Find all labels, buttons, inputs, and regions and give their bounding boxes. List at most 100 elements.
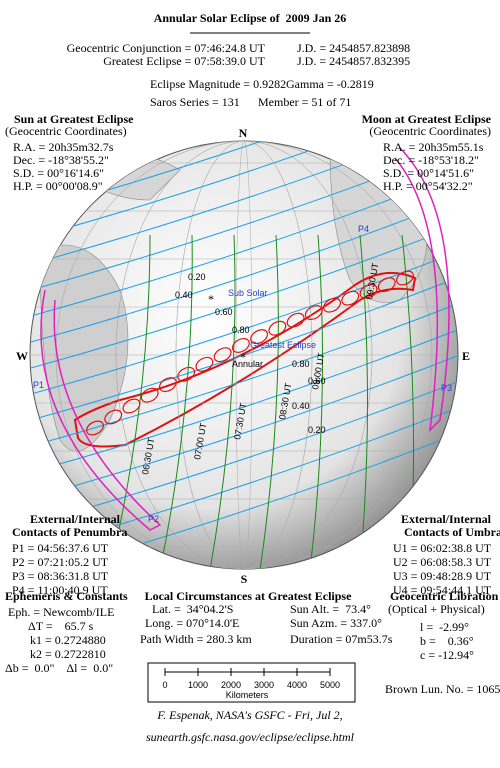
umbra-row: U1 = 06:02:38.8 UT [393,541,492,555]
penumbra-limit [40,289,162,531]
east: E [462,349,470,363]
north: N [239,126,248,140]
contour-label: 0.80 [232,325,250,335]
umbra-ellipse [396,270,414,286]
umbra-ellipse [323,297,342,313]
annular-label: Annular [232,359,263,369]
magnitude-line [359,234,368,569]
magnitude-line [159,234,193,569]
libration-row: l = -2.99° [420,620,469,634]
umbra-ellipse [177,366,196,382]
saros: Saros Series = 131 [150,95,240,109]
umbra-time-line [30,350,458,502]
ephemeris-row: Δb = 0.0" Δl = 0.0" [5,661,113,675]
local-row: Lat. = 34°04.2'S [152,602,233,616]
umbra-time-line [30,324,458,476]
greatest-jd: J.D. = 2454857.832395 [297,54,410,68]
umbra-subtitle: Contacts of Umbra [404,525,500,539]
umbra-row: U4 = 09:54:44.1 UT [393,583,492,597]
scale-tick-label: 1000 [188,680,208,690]
sun-row: H.P. = 00°00'08.9" [13,179,103,193]
moon-title: Moon at Greatest Eclipse [362,112,492,126]
magnitude-line [259,234,279,569]
penumbra-row: P1 = 04:56:37.6 UT [12,541,109,555]
umbra-ellipse [286,312,305,328]
moon-row: Dec. = -18°53'18.2" [383,153,479,167]
penumbra-row: P2 = 07:21:05.2 UT [12,555,109,569]
contour-label: 0.60 [308,376,326,386]
sun-subtitle: (Geocentric Coordinates) [5,124,127,138]
sun-row: Dec. = -18°38'55.2" [13,153,109,167]
local-row: Sun Azm. = 337.0° [290,616,382,630]
penumbra-row: P3 = 08:36:31.8 UT [12,569,109,583]
libration-title: Geocentric Libration [390,589,499,603]
umbra-time-line [30,141,458,242]
umbra-ellipse [341,290,360,306]
globe-features [30,141,458,569]
contact-label: P2 [148,514,159,524]
umbra-time-line [30,298,458,450]
local-row: Sun Alt. = 73.4° [290,602,371,616]
gamma: Gamma = -0.2819 [286,77,374,91]
umbra-ellipse [104,409,123,425]
scale-tick-label: 3000 [254,680,274,690]
contact-label: P1 [33,380,44,390]
contact-label: P3 [441,383,452,393]
ephemeris-row: ΔT = 65.7 s [28,619,94,633]
penumbra-title: External/Internal [30,512,121,526]
member: Member = 51 of 71 [258,95,351,109]
footer-author: F. Espenak, NASA's GSFC - Fri, Jul 2, [156,708,342,722]
sub-solar-label: Sub Solar [228,288,268,298]
local-row: Duration = 07m53.7s [290,632,393,646]
sub-solar-marker: * [208,292,214,306]
scale-tick-label: 0 [162,680,167,690]
umbra-ellipse [195,356,214,372]
libration-row: b = 0.36° [420,634,474,648]
umbra-ellipse [304,305,323,321]
scale-tick-label: 2000 [221,680,241,690]
local-row: Long. = 070°14.0'E [145,616,239,630]
contour-label: 0.40 [292,401,310,411]
umbra-time-line [30,220,458,372]
contour-label: 0.60 [215,307,233,317]
magnitude-line [309,234,323,569]
scale-tick-label: 4000 [287,680,307,690]
south: S [241,572,248,586]
contour-label: 0.80 [292,359,310,369]
magnitude-line [109,234,151,569]
greatest: Greatest Eclipse = 07:58:39.0 UT [103,54,265,68]
umbra-ellipse [359,283,378,299]
umbra-ellipse [140,387,159,403]
ephemeris-title: Ephemeris & Constants [5,589,128,603]
umbra-ellipse [213,347,232,363]
umbra-row: U2 = 06:08:58.3 UT [393,555,492,569]
moon-row: R.A. = 20h35m55.1s [383,140,484,154]
annular-path [73,271,417,448]
libration-subtitle: (Optical + Physical) [388,602,485,616]
penumbra-limit [394,147,450,433]
magnitude-line [209,234,236,569]
ephemeris-row: Eph. = Newcomb/ILE [8,605,114,619]
title: Annular Solar Eclipse of 2009 Jan 26 [154,11,347,25]
scale-tick-label: 5000 [320,680,340,690]
ephemeris-row: k1 = 0.2724880 [30,633,106,647]
scale-box [147,662,356,703]
sun-title: Sun at Greatest Eclipse [14,112,134,126]
brown-number: Brown Lun. No. = 1065 [385,682,500,696]
contact-label: P4 [358,224,369,234]
local-title: Local Circumstances at Greatest Eclipse [145,589,353,603]
moon-row: S.D. = 00°14'51.6" [383,166,474,180]
sun-row: R.A. = 20h35m32.7s [13,140,114,154]
conjunction-jd: J.D. = 2454857.823898 [297,41,410,55]
umbra-ellipse [250,329,269,345]
libration-row: c = -12.94° [420,648,474,662]
penumbra-subtitle: Contacts of Penumbra [12,525,127,539]
contour-label: 0.40 [175,290,193,300]
umbra-title: External/Internal [401,512,492,526]
scale-unit: Kilometers [226,690,269,700]
sun-row: S.D. = 00°16'14.6" [13,166,104,180]
contour-label: 0.20 [188,272,206,282]
umbra-ellipse [158,377,177,393]
conjunction: Geocentric Conjunction = 07:46:24.8 UT [67,41,266,55]
